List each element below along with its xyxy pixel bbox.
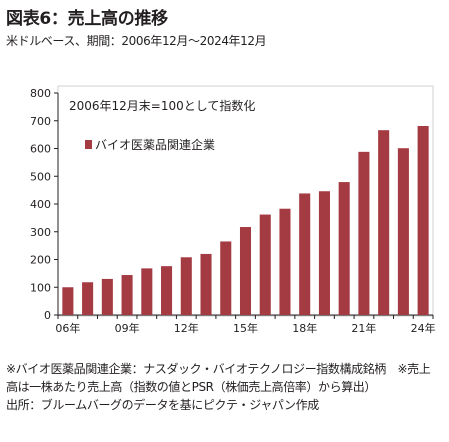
y-axis-ticks: 0 100 200 300 400 500 600 700 800	[30, 87, 58, 322]
bar-2020	[338, 182, 350, 315]
chart-annotation: 2006年12月末=100として指数化	[69, 98, 255, 113]
bar-2007	[82, 282, 94, 315]
footnote-definitions: ※バイオ医薬品関連企業：ナスダック・バイオテクノロジー指数構成銘柄 ※売上高は一…	[6, 362, 431, 394]
x-tick-label: 09年	[115, 321, 140, 335]
bar-2006	[62, 287, 74, 315]
bar-2024	[417, 126, 429, 316]
y-tick-label: 300	[30, 226, 51, 239]
x-tick-label: 06年	[55, 321, 80, 335]
y-tick-label: 0	[44, 309, 51, 322]
page-subtitle: 米ドルベース、期間：2006年12月～2024年12月	[6, 34, 267, 48]
page-title: 図表6：売上高の推移	[6, 9, 168, 29]
x-tick-label: 21年	[351, 321, 376, 335]
bars	[62, 126, 429, 316]
y-tick-label: 200	[30, 254, 51, 267]
x-tick-label: 15年	[233, 321, 258, 335]
x-tick-label: 18年	[292, 321, 317, 335]
bar-2011	[161, 266, 173, 315]
bar-2016	[259, 214, 271, 315]
y-tick-label: 800	[30, 87, 51, 100]
legend-swatch	[85, 140, 92, 149]
footnotes: ※バイオ医薬品関連企業：ナスダック・バイオテクノロジー指数構成銘柄 ※売上高は一…	[6, 360, 438, 414]
bar-2018	[299, 193, 311, 315]
bar-2009	[121, 275, 133, 315]
bar-2015	[239, 227, 252, 315]
x-tick-label: 12年	[174, 321, 199, 335]
footnote-source: 出所：ブルームバーグのデータを基にピクテ・ジャパン作成	[6, 398, 319, 412]
bar-2023	[397, 148, 409, 315]
bar-2019	[318, 191, 330, 315]
y-tick-label: 100	[30, 281, 51, 294]
bar-2013	[200, 253, 212, 315]
y-tick-label: 600	[30, 143, 51, 156]
y-tick-label: 700	[30, 115, 51, 128]
bar-2008	[101, 278, 113, 315]
bar-2012	[180, 257, 192, 315]
bar-2017	[279, 208, 291, 315]
y-tick-label: 500	[30, 170, 51, 183]
legend-label: バイオ医薬品関連企業	[95, 137, 215, 152]
y-tick-label: 400	[30, 198, 51, 211]
bar-2022	[378, 130, 390, 315]
bar-2010	[141, 268, 153, 315]
bar-2021	[358, 151, 370, 315]
x-axis-ticks: 06年 09年 12年 15年 18年 21年 24年	[55, 315, 436, 335]
x-tick-label: 24年	[411, 321, 436, 335]
bar-2014	[220, 241, 232, 315]
